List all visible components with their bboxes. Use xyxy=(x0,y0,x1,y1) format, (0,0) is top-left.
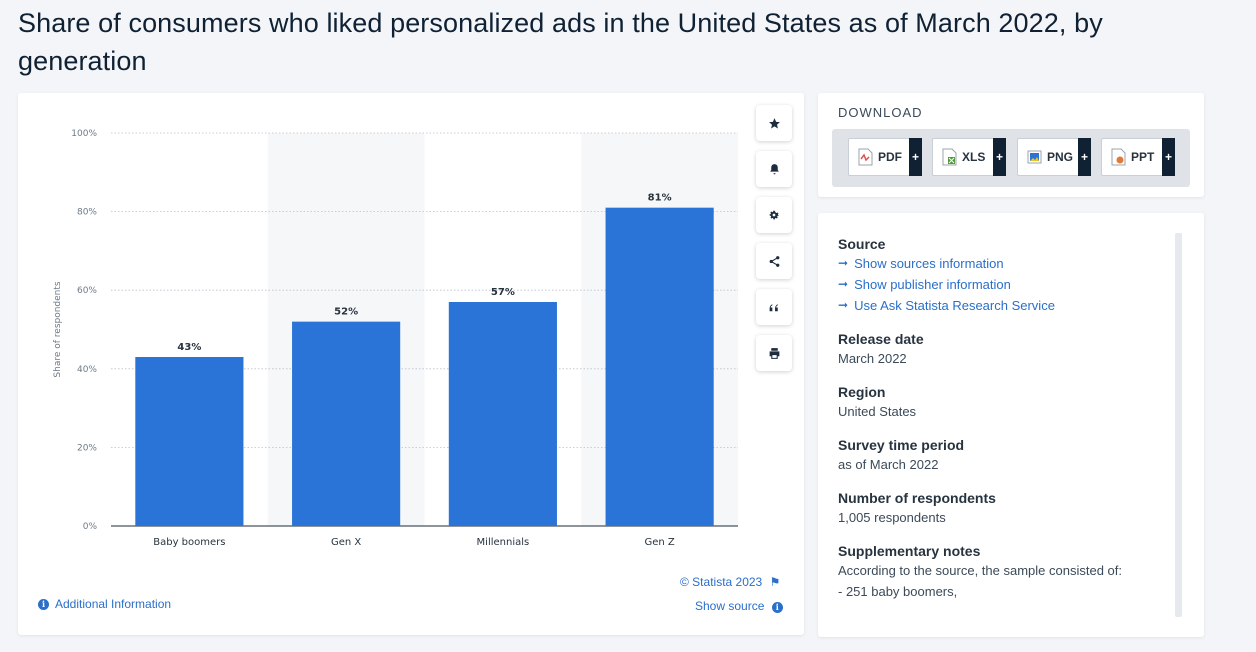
respondents-value: 1,005 respondents xyxy=(838,510,946,525)
source-heading: Source xyxy=(838,236,886,252)
show-sources-link[interactable]: ➞ Show sources information xyxy=(838,253,1158,274)
survey-period-value: as of March 2022 xyxy=(838,457,939,472)
bar-value-label: 43% xyxy=(177,342,201,353)
y-tick-label: 20% xyxy=(77,443,97,453)
chart-card: 0% 20% 40% 60% 80% 100% Share of respondents 43… xyxy=(18,93,804,635)
print-button[interactable] xyxy=(756,335,792,371)
x-tick-label: Gen X xyxy=(331,537,361,548)
pdf-file-icon xyxy=(858,148,873,166)
favorite-button[interactable] xyxy=(756,105,792,141)
bar-value-label: 52% xyxy=(334,307,358,318)
png-label: PNG xyxy=(1047,150,1074,164)
info-icon: i xyxy=(771,601,783,613)
quote-icon xyxy=(769,303,778,311)
plus-icon: + xyxy=(993,138,1006,176)
bar xyxy=(605,207,714,527)
ask-statista-text: Use Ask Statista Research Service xyxy=(854,298,1055,313)
y-tick-label: 60% xyxy=(77,286,97,296)
cite-button[interactable] xyxy=(756,289,792,325)
release-date-value: March 2022 xyxy=(838,351,907,366)
supplementary-notes-heading: Supplementary notes xyxy=(838,543,981,559)
download-ppt-button[interactable]: PPT + xyxy=(1101,138,1175,176)
y-tick-label: 100% xyxy=(71,129,97,139)
survey-period-heading: Survey time period xyxy=(838,437,965,453)
y-tick-label: 0% xyxy=(83,522,98,532)
bar xyxy=(448,301,557,526)
statista-copyright[interactable]: © Statista 2023 ⚑ xyxy=(680,575,780,589)
download-png-button[interactable]: PNG + xyxy=(1017,138,1091,176)
png-file-icon xyxy=(1027,148,1042,166)
ppt-label: PPT xyxy=(1131,150,1155,164)
statistic-details-panel: Source ➞ Show sources information ➞ Show… xyxy=(818,213,1204,637)
x-tick-label: Millennials xyxy=(477,537,530,548)
details-scrollbar[interactable] xyxy=(1175,233,1182,617)
xls-file-icon xyxy=(942,148,957,166)
details-content: Source ➞ Show sources information ➞ Show… xyxy=(838,235,1158,602)
share-icon xyxy=(769,255,779,267)
download-pdf-button[interactable]: PDF + xyxy=(848,138,922,176)
bar xyxy=(135,357,244,526)
ask-statista-link[interactable]: ➞ Use Ask Statista Research Service xyxy=(838,295,1158,316)
show-source-link[interactable]: Show source i xyxy=(695,599,783,613)
region-value: United States xyxy=(838,404,917,419)
download-button-bar: PDF + XLS + PNG + PPT + xyxy=(832,129,1190,187)
page-title: Share of consumers who liked personalize… xyxy=(18,8,1103,76)
xls-label: XLS xyxy=(962,150,986,164)
show-publisher-text: Show publisher information xyxy=(854,277,1011,292)
additional-information-text: Additional Information xyxy=(55,597,172,611)
additional-information-link[interactable]: i Additional Information xyxy=(38,597,171,611)
bell-icon xyxy=(769,163,779,174)
settings-button[interactable] xyxy=(756,197,792,233)
show-source-text: Show source xyxy=(695,599,765,613)
x-tick-label: Baby boomers xyxy=(153,537,225,548)
download-xls-button[interactable]: XLS + xyxy=(932,138,1006,176)
copyright-text: © Statista 2023 xyxy=(680,575,763,589)
arrow-right-icon: ➞ xyxy=(838,298,849,312)
notification-button[interactable] xyxy=(756,151,792,187)
arrow-right-icon: ➞ xyxy=(838,277,849,291)
download-title: DOWNLOAD xyxy=(838,105,923,120)
bar-value-label: 57% xyxy=(491,287,515,298)
release-date-heading: Release date xyxy=(838,331,924,347)
y-axis-label: Share of respondents xyxy=(53,281,63,378)
supplementary-notes-line: - 251 baby boomers, xyxy=(838,584,958,599)
star-icon xyxy=(768,117,780,128)
plus-icon: + xyxy=(1078,138,1091,176)
region-heading: Region xyxy=(838,384,886,400)
print-icon xyxy=(769,347,779,359)
pdf-label: PDF xyxy=(878,150,902,164)
bar xyxy=(292,321,401,526)
supplementary-notes-line: According to the source, the sample cons… xyxy=(838,563,1122,578)
plus-icon: + xyxy=(1162,138,1175,176)
y-tick-label: 40% xyxy=(77,365,97,375)
download-panel: DOWNLOAD PDF + XLS + PNG + P xyxy=(818,93,1204,197)
gear-icon xyxy=(769,210,779,219)
show-sources-text: Show sources information xyxy=(854,256,1004,271)
flag-icon: ⚑ xyxy=(769,575,781,589)
plus-icon: + xyxy=(909,138,922,176)
show-publisher-link[interactable]: ➞ Show publisher information xyxy=(838,274,1158,295)
arrow-right-icon: ➞ xyxy=(838,256,849,270)
bar-value-label: 81% xyxy=(648,193,672,204)
ppt-file-icon xyxy=(1111,148,1126,166)
respondents-heading: Number of respondents xyxy=(838,490,996,506)
share-button[interactable] xyxy=(756,243,792,279)
info-icon: i xyxy=(38,598,49,610)
y-tick-label: 80% xyxy=(77,208,97,218)
bar-chart: 0% 20% 40% 60% 80% 100% Share of respondents 43… xyxy=(53,129,738,548)
x-tick-label: Gen Z xyxy=(644,537,674,548)
